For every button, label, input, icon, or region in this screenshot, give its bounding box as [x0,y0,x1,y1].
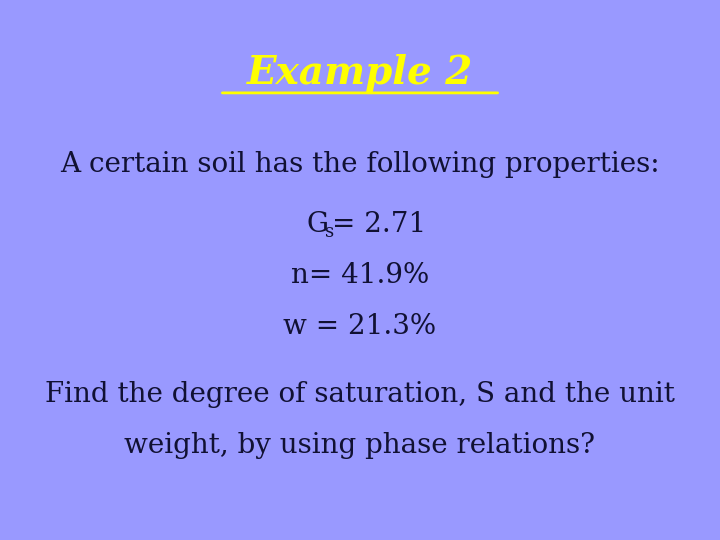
Text: A certain soil has the following properties:: A certain soil has the following propert… [60,151,660,178]
Text: n= 41.9%: n= 41.9% [291,262,429,289]
Text: = 2.71: = 2.71 [332,211,426,238]
Text: Find the degree of saturation, S and the unit: Find the degree of saturation, S and the… [45,381,675,408]
Text: w = 21.3%: w = 21.3% [284,313,436,340]
Text: weight, by using phase relations?: weight, by using phase relations? [125,432,595,459]
Text: s: s [325,223,334,241]
Text: G: G [306,211,328,238]
Text: Example 2: Example 2 [247,54,473,92]
